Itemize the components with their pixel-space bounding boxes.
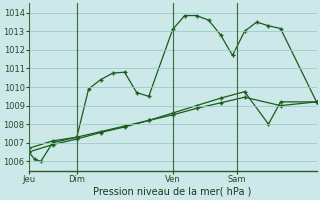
X-axis label: Pression niveau de la mer( hPa ): Pression niveau de la mer( hPa ) <box>93 187 252 197</box>
